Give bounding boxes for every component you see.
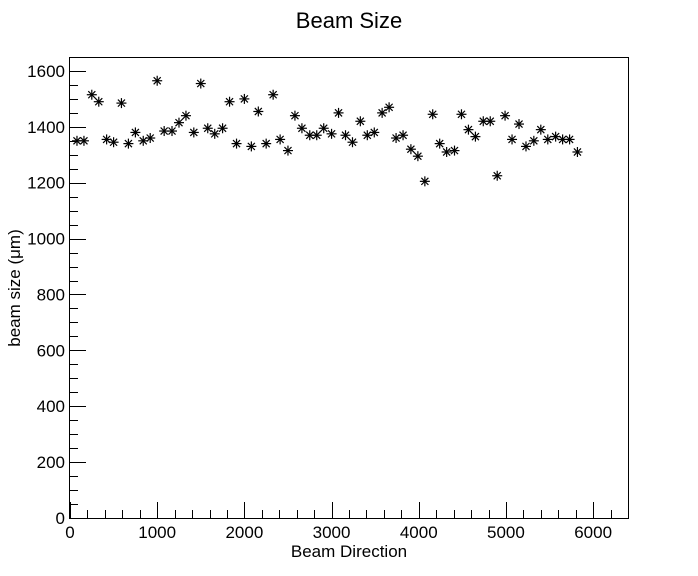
data-point [369, 127, 380, 138]
data-point [500, 110, 511, 121]
data-point [195, 78, 206, 89]
data-point [311, 130, 322, 141]
y-tick-label: 1600 [27, 62, 65, 81]
data-point [427, 109, 438, 120]
data-point [542, 134, 553, 145]
data-point [180, 110, 191, 121]
data-point [202, 123, 213, 134]
data-point [253, 106, 264, 117]
y-tick-label: 800 [37, 285, 65, 304]
data-point [145, 133, 156, 144]
data-point [326, 128, 337, 139]
data-point [116, 98, 127, 109]
data-point [86, 89, 97, 100]
data-point [520, 141, 531, 152]
data-point [231, 138, 242, 149]
data-point [564, 134, 575, 145]
data-point [261, 138, 272, 149]
data-point [282, 145, 293, 156]
data-point [434, 138, 445, 149]
data-point [93, 96, 104, 107]
data-point [377, 107, 388, 118]
x-tick-label: 4000 [400, 523, 438, 542]
data-point [130, 127, 141, 138]
data-point [340, 130, 351, 141]
data-point [449, 145, 460, 156]
x-tick-label: 5000 [487, 523, 525, 542]
data-point [333, 107, 344, 118]
chart-title: Beam Size [296, 8, 402, 33]
data-point [528, 135, 539, 146]
y-tick-label: 1000 [27, 230, 65, 249]
data-point [441, 146, 452, 157]
data-point [318, 123, 329, 134]
data-point [405, 144, 416, 155]
data-point [188, 127, 199, 138]
data-markers [71, 75, 583, 187]
data-point [492, 170, 503, 181]
data-point [108, 137, 119, 148]
data-point [296, 123, 307, 134]
data-point [167, 126, 178, 137]
data-point [412, 151, 423, 162]
data-point [246, 141, 257, 152]
data-point [159, 126, 170, 137]
data-point [463, 124, 474, 135]
data-point [123, 138, 134, 149]
x-tick-label: 2000 [225, 523, 263, 542]
data-point [239, 93, 250, 104]
data-point [275, 134, 286, 145]
data-point [101, 134, 112, 145]
y-tick-label: 1400 [27, 118, 65, 137]
data-point [419, 176, 430, 187]
y-axis-label: beam size (μm) [5, 229, 24, 346]
data-point [152, 75, 163, 86]
data-point [355, 116, 366, 127]
y-axis-ticks: 0 200 400 600 800 1000 1200 1400 1600 [27, 57, 86, 528]
data-point [347, 137, 358, 148]
y-tick-label: 0 [56, 509, 65, 528]
data-point [209, 128, 220, 139]
y-tick-label: 1200 [27, 174, 65, 193]
x-tick-label: 6000 [574, 523, 612, 542]
plot-frame [69, 57, 629, 519]
data-point [217, 123, 228, 134]
data-point [456, 109, 467, 120]
x-tick-label: 1000 [138, 523, 176, 542]
x-axis-label: Beam Direction [291, 542, 407, 561]
data-point [514, 119, 525, 130]
data-point [289, 110, 300, 121]
data-point [78, 135, 89, 146]
data-point [572, 146, 583, 157]
y-tick-label: 200 [37, 453, 65, 472]
data-point [224, 96, 235, 107]
data-point [507, 134, 518, 145]
x-tick-label: 3000 [313, 523, 351, 542]
data-point [470, 131, 481, 142]
x-tick-label: 0 [65, 523, 74, 542]
y-tick-label: 400 [37, 397, 65, 416]
data-point [398, 130, 409, 141]
data-point [173, 117, 184, 128]
y-tick-label: 600 [37, 341, 65, 360]
data-point [535, 124, 546, 135]
data-point [268, 89, 279, 100]
data-point [485, 116, 496, 127]
data-point [384, 102, 395, 113]
x-axis-ticks: 0 1000 2000 3000 4000 5000 6000 [65, 502, 629, 542]
